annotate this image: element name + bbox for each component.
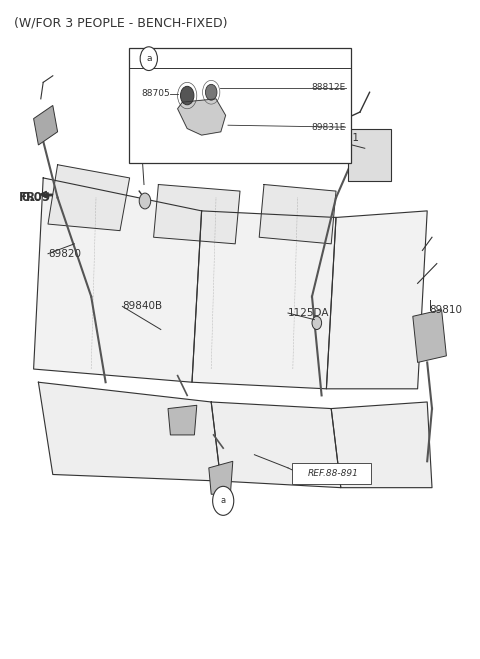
Polygon shape bbox=[38, 382, 221, 481]
FancyBboxPatch shape bbox=[129, 48, 351, 163]
Polygon shape bbox=[326, 211, 427, 389]
Polygon shape bbox=[211, 402, 341, 488]
Circle shape bbox=[312, 316, 322, 330]
FancyBboxPatch shape bbox=[348, 129, 391, 181]
Circle shape bbox=[180, 86, 194, 105]
Circle shape bbox=[140, 47, 157, 71]
FancyBboxPatch shape bbox=[292, 463, 371, 484]
Circle shape bbox=[205, 84, 217, 100]
Polygon shape bbox=[192, 211, 336, 389]
Polygon shape bbox=[413, 310, 446, 362]
Text: 1125DA: 1125DA bbox=[288, 308, 329, 318]
Text: 88705: 88705 bbox=[142, 89, 170, 98]
Text: 89820: 89820 bbox=[48, 248, 81, 259]
Text: 1125DA: 1125DA bbox=[142, 143, 183, 154]
Text: 89810: 89810 bbox=[430, 304, 463, 315]
Circle shape bbox=[139, 193, 151, 209]
Polygon shape bbox=[209, 461, 233, 494]
Polygon shape bbox=[34, 105, 58, 145]
Text: a: a bbox=[221, 496, 226, 505]
Polygon shape bbox=[178, 99, 226, 135]
Text: REF.88-891: REF.88-891 bbox=[308, 469, 359, 478]
Text: 89831E: 89831E bbox=[311, 123, 346, 132]
Text: 88812E: 88812E bbox=[312, 83, 346, 92]
Polygon shape bbox=[331, 402, 432, 488]
Text: 89801: 89801 bbox=[326, 133, 360, 144]
Text: 0.09: 0.09 bbox=[22, 191, 51, 204]
Polygon shape bbox=[168, 405, 197, 435]
Polygon shape bbox=[34, 178, 202, 382]
Polygon shape bbox=[48, 165, 130, 231]
Text: (W/FOR 3 PEOPLE - BENCH-FIXED): (W/FOR 3 PEOPLE - BENCH-FIXED) bbox=[14, 16, 228, 30]
Polygon shape bbox=[154, 185, 240, 244]
Polygon shape bbox=[259, 185, 336, 244]
Text: a: a bbox=[146, 54, 152, 63]
Circle shape bbox=[213, 486, 234, 515]
Text: 89840B: 89840B bbox=[122, 301, 163, 312]
Text: FR.: FR. bbox=[19, 191, 41, 204]
